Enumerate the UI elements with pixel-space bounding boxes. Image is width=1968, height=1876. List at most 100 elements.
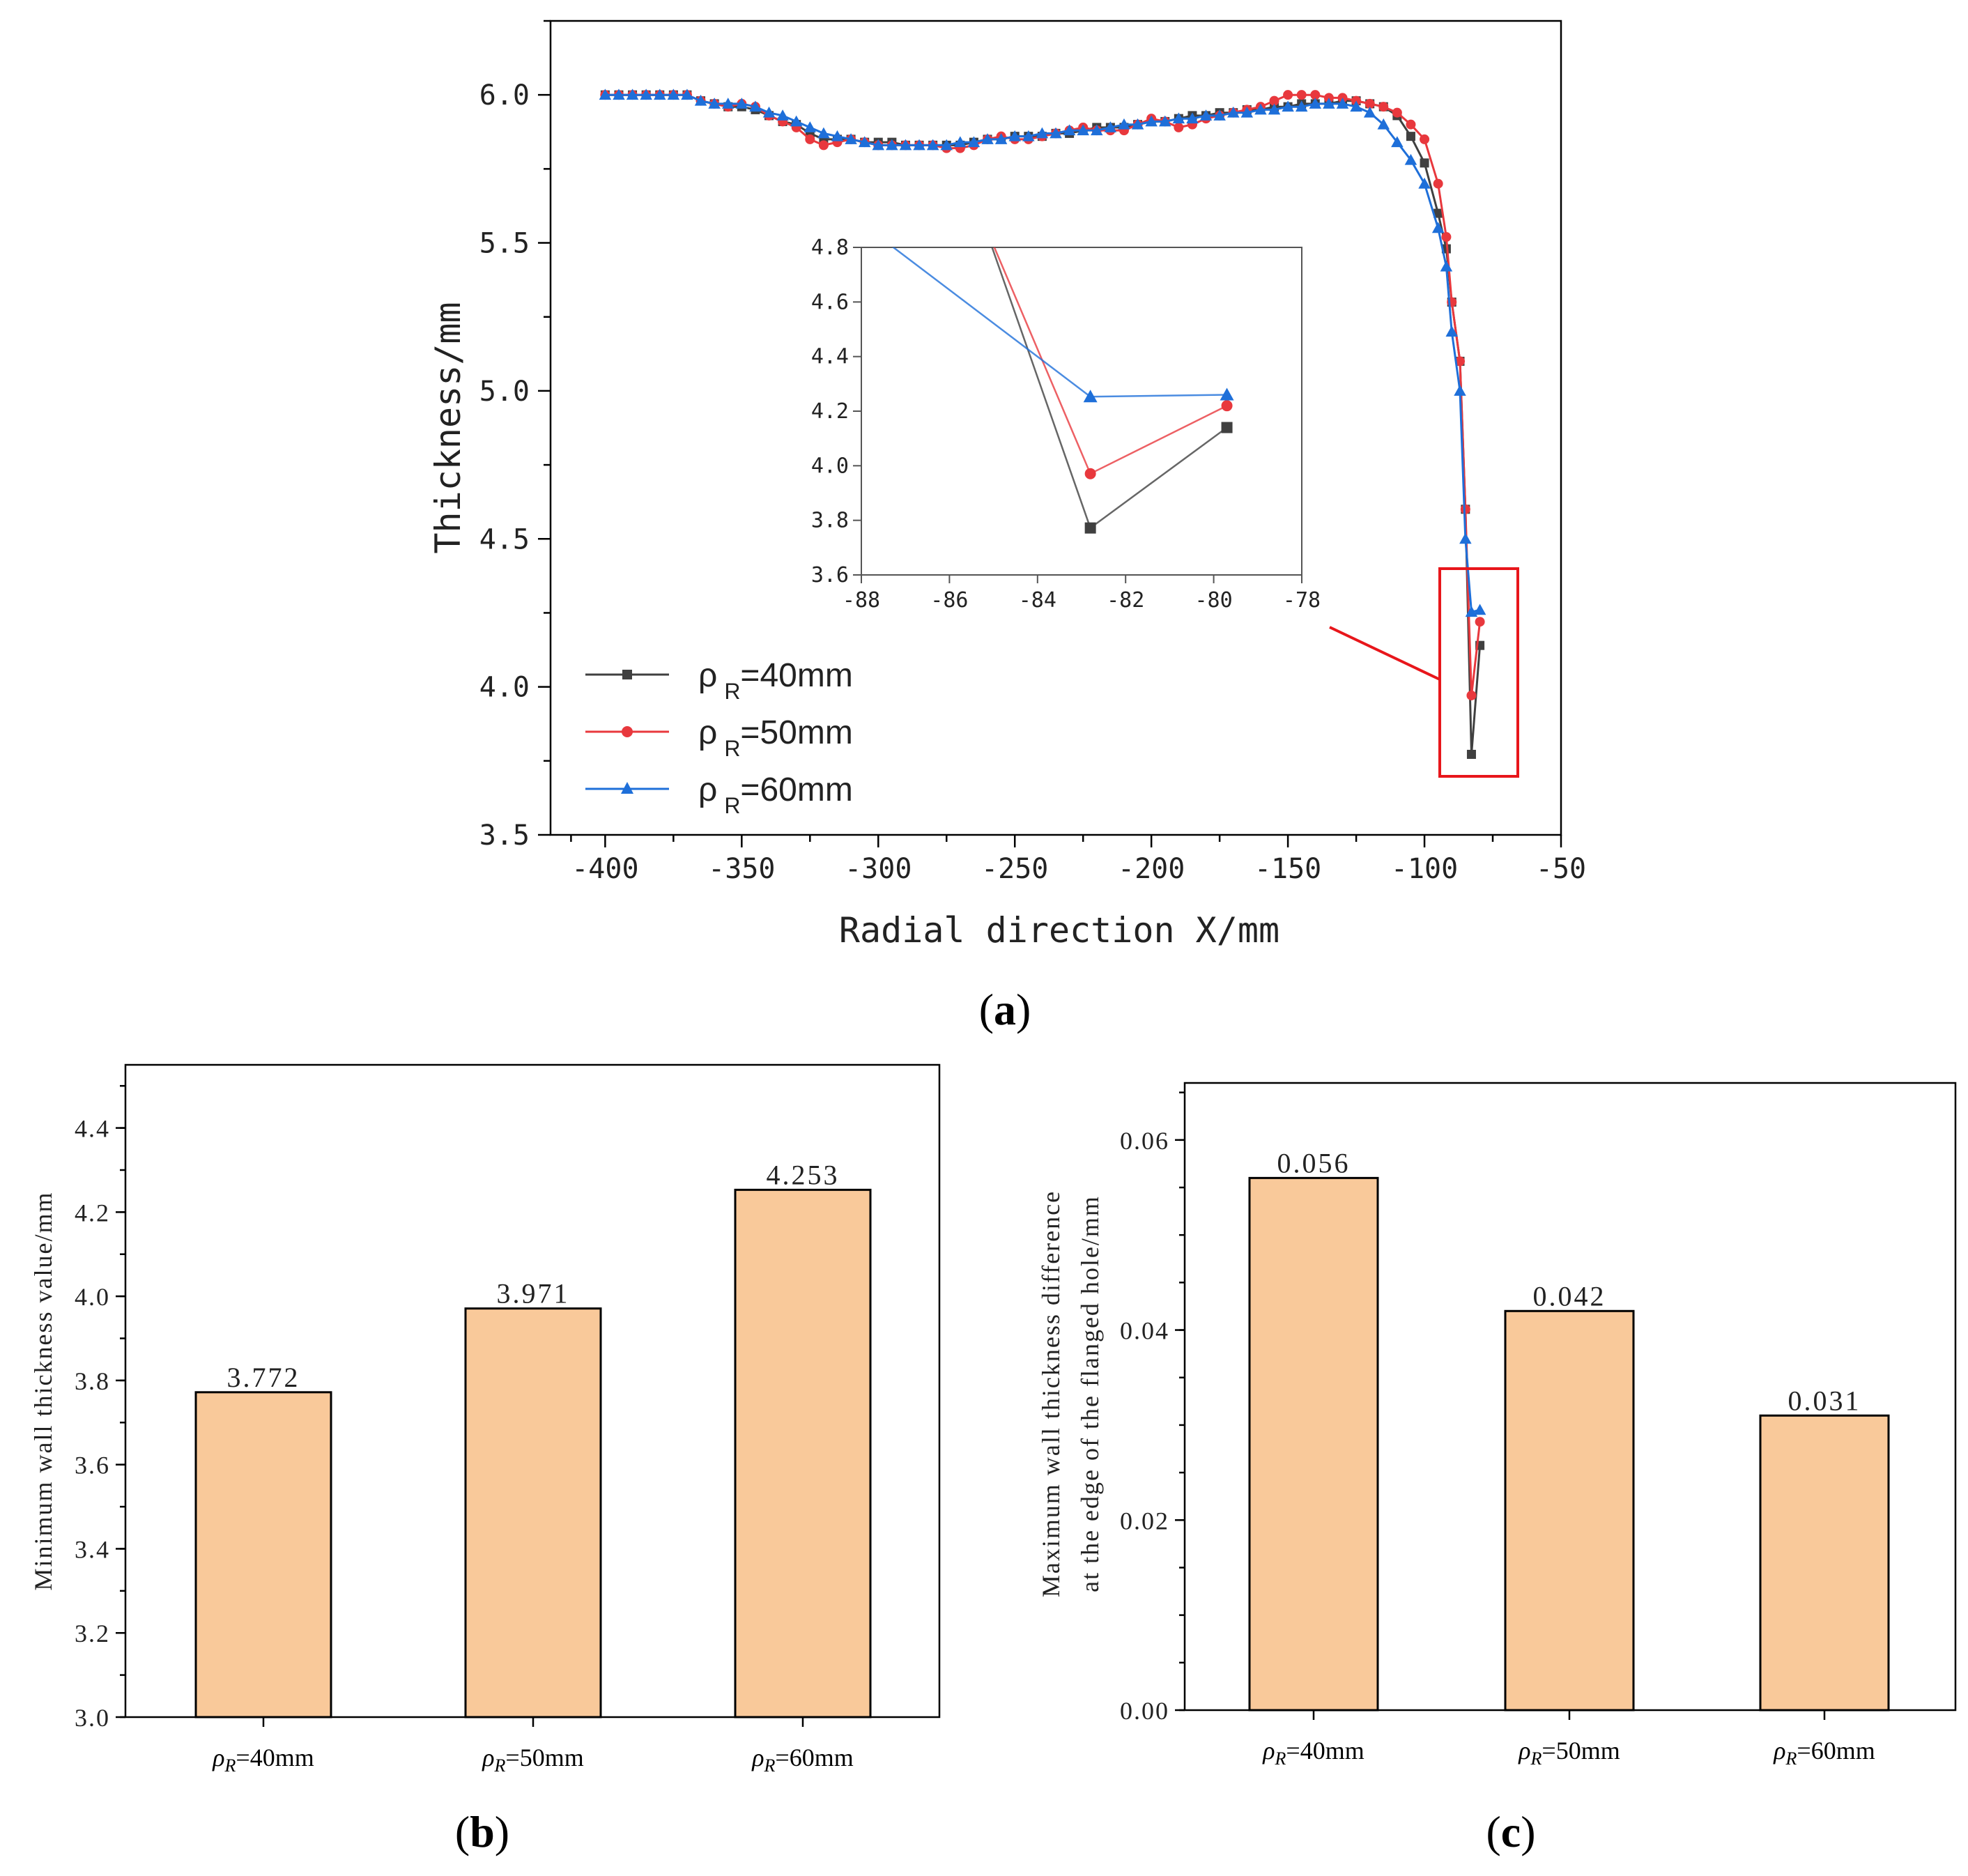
inset-y-tick-label: 4.8 xyxy=(811,236,849,260)
data-point xyxy=(1008,130,1021,141)
data-point xyxy=(681,89,693,100)
b-y-axis-title: Minimum wall thickness value/mm xyxy=(29,1192,57,1591)
x-tick-label: -100 xyxy=(1391,853,1458,885)
y-tick-label: 6.0 xyxy=(479,79,530,112)
inset-data-point xyxy=(1084,468,1096,479)
data-point xyxy=(762,106,776,118)
data-point xyxy=(1240,106,1254,118)
inset-y-tick-label: 4.0 xyxy=(811,454,849,478)
data-point xyxy=(940,139,953,151)
panel-b-label: (b) xyxy=(455,1807,509,1856)
legend-marker-60 xyxy=(621,782,633,794)
data-point xyxy=(708,98,721,109)
bar-y-tick-label: 3.8 xyxy=(75,1367,110,1395)
data-point xyxy=(1377,118,1390,130)
bar-category-label: ρR=50mm xyxy=(482,1744,583,1776)
data-point xyxy=(994,133,1008,144)
data-point xyxy=(1418,177,1431,189)
bar-value-label: 0.042 xyxy=(1533,1280,1606,1312)
data-point xyxy=(805,134,815,144)
legend-marker-40 xyxy=(622,670,632,679)
panel-c-label: (c) xyxy=(1486,1807,1535,1856)
b-y-ticks: 3.0 3.2 3.4 3.6 3.8 4.0 4.2 4.4 xyxy=(75,1084,125,1732)
bar xyxy=(1504,1309,1635,1712)
bar-category-label: ρR=60mm xyxy=(751,1744,853,1776)
inset-data-point xyxy=(1083,390,1098,403)
inset-frame xyxy=(861,247,1302,576)
inset-data-point xyxy=(1084,522,1096,534)
data-point xyxy=(1213,109,1226,121)
data-point xyxy=(1310,90,1321,100)
x-axis-ticks: -400 -350 -300 -250 -200 -150 -100 -50 xyxy=(570,835,1586,885)
data-point xyxy=(1269,95,1279,106)
bar-y-tick-label: 0.00 xyxy=(1120,1697,1169,1725)
inset-x-tick-label: -88 xyxy=(843,588,880,613)
data-point xyxy=(1475,617,1485,627)
bar xyxy=(194,1391,332,1719)
legend-marker-50 xyxy=(622,726,633,737)
data-point xyxy=(1454,385,1466,396)
data-point xyxy=(1118,118,1130,130)
y-tick-label: 5.0 xyxy=(479,376,530,408)
inset-y-ticks: 3.6 3.8 4.0 4.2 4.4 4.6 4.8 xyxy=(811,236,861,587)
highlight-connector xyxy=(1329,626,1440,681)
bar-y-tick-label: 0.06 xyxy=(1120,1127,1169,1155)
data-point xyxy=(1406,132,1415,141)
inset-data-point xyxy=(1220,387,1234,401)
inset-x-tick-label: -84 xyxy=(1019,588,1056,613)
inset-y-tick-label: 3.8 xyxy=(811,509,849,533)
bar xyxy=(734,1188,872,1719)
data-point xyxy=(1172,112,1185,124)
data-point xyxy=(1036,127,1049,139)
x-tick-label: -200 xyxy=(1118,853,1185,885)
x-tick-label: -350 xyxy=(708,853,775,885)
data-point xyxy=(1323,98,1335,109)
data-point xyxy=(1378,102,1389,112)
data-point xyxy=(1431,222,1445,233)
data-point xyxy=(1174,122,1184,132)
bar-value-label: 3.772 xyxy=(227,1362,300,1393)
data-point xyxy=(735,98,748,109)
panel-c-bar-chart: 0.00 0.02 0.04 0.06 0.056 ρR=40mm 0.042 ρR=50m… xyxy=(1037,1082,1957,1856)
data-point xyxy=(790,115,803,127)
bar-y-tick-label: 3.0 xyxy=(75,1704,110,1732)
legend-label-40: ρ R=40mm xyxy=(698,657,853,704)
series-group xyxy=(599,89,1486,759)
x-axis-title: Radial direction X/mm xyxy=(839,910,1279,951)
data-point xyxy=(1050,127,1062,139)
bar-y-tick-label: 0.04 xyxy=(1120,1317,1169,1345)
data-point xyxy=(954,136,967,148)
plot-frame xyxy=(549,20,1562,836)
inset-y-tick-label: 4.6 xyxy=(811,290,849,314)
data-point xyxy=(1391,136,1404,148)
data-point xyxy=(599,89,612,100)
c-bars: 0.056 ρR=40mm 0.042 ρR=50mm 0.031 ρR=60mm xyxy=(1248,1147,1890,1769)
data-point xyxy=(1077,124,1089,136)
data-point xyxy=(1460,504,1470,514)
data-point xyxy=(899,139,912,151)
inset-x-ticks: -88 -86 -84 -82 -80 -78 xyxy=(843,575,1321,613)
bar-value-label: 0.031 xyxy=(1788,1385,1861,1416)
data-point xyxy=(1363,106,1376,118)
data-point xyxy=(1420,134,1430,144)
data-point xyxy=(1420,158,1429,168)
data-point xyxy=(1296,90,1307,100)
bar-value-label: 3.971 xyxy=(497,1278,570,1309)
y-tick-label: 3.5 xyxy=(479,820,530,852)
c-y-axis-title-line2: at the edge of the flanged hole/mm xyxy=(1076,1195,1104,1592)
x-tick-label: -250 xyxy=(981,853,1048,885)
legend-item-50: ρ R=50mm xyxy=(585,714,853,761)
data-point xyxy=(804,121,817,132)
data-point xyxy=(1455,356,1465,367)
bar xyxy=(1759,1414,1890,1712)
data-point xyxy=(872,139,885,151)
data-point xyxy=(1433,178,1443,189)
data-point xyxy=(1466,749,1476,759)
x-tick-label: -50 xyxy=(1536,853,1586,885)
data-point xyxy=(1091,124,1103,136)
data-point xyxy=(694,94,707,106)
data-point xyxy=(640,89,652,100)
data-point xyxy=(1459,532,1472,544)
y-axis-ticks: 3.5 4.0 4.5 5.0 5.5 6.0 xyxy=(479,20,551,852)
